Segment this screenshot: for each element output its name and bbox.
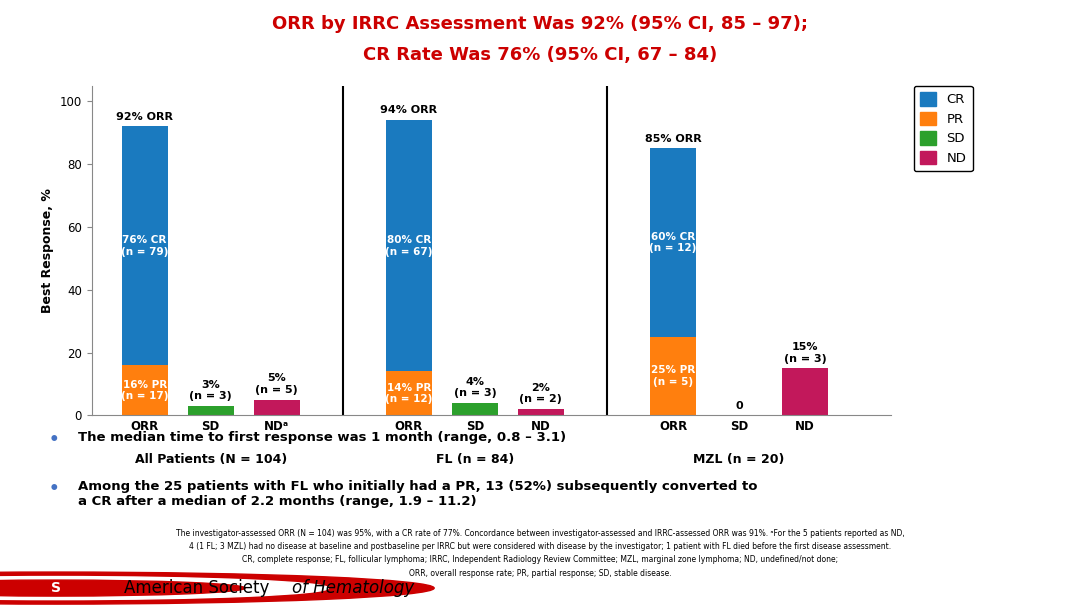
Bar xyxy=(451,403,498,415)
Text: ORR by IRRC Assessment Was 92% (95% CI, 85 – 97);: ORR by IRRC Assessment Was 92% (95% CI, … xyxy=(272,15,808,33)
Text: 5%
(n = 5): 5% (n = 5) xyxy=(255,373,298,395)
Text: 16% PR
(n = 17): 16% PR (n = 17) xyxy=(121,379,168,401)
Text: 4 (1 FL; 3 MZL) had no disease at baseline and postbaseline per IRRC but were co: 4 (1 FL; 3 MZL) had no disease at baseli… xyxy=(189,542,891,551)
Bar xyxy=(386,371,432,415)
Text: 25% PR
(n = 5): 25% PR (n = 5) xyxy=(651,365,696,387)
Text: 3%
(n = 3): 3% (n = 3) xyxy=(189,380,232,401)
Text: 85% ORR: 85% ORR xyxy=(645,134,701,144)
Bar xyxy=(386,120,432,371)
Text: •: • xyxy=(49,431,59,448)
Text: of Hematology: of Hematology xyxy=(292,579,414,597)
Text: CR, complete response; FL, follicular lymphoma; IRRC, Independent Radiology Revi: CR, complete response; FL, follicular ly… xyxy=(242,555,838,565)
Text: The investigator-assessed ORR (N = 104) was 95%, with a CR rate of 77%. Concorda: The investigator-assessed ORR (N = 104) … xyxy=(176,529,904,538)
Circle shape xyxy=(0,577,328,599)
Bar xyxy=(517,409,564,415)
Text: All Patients (N = 104): All Patients (N = 104) xyxy=(135,453,287,466)
Circle shape xyxy=(0,580,245,596)
Text: S: S xyxy=(51,581,62,595)
Text: 94% ORR: 94% ORR xyxy=(380,105,437,115)
Text: •: • xyxy=(49,480,59,497)
Y-axis label: Best Response, %: Best Response, % xyxy=(41,188,54,313)
Text: 92% ORR: 92% ORR xyxy=(117,112,173,122)
Bar xyxy=(188,406,233,415)
Legend: CR, PR, SD, ND: CR, PR, SD, ND xyxy=(914,86,973,172)
Text: 15%
(n = 3): 15% (n = 3) xyxy=(784,342,826,364)
Circle shape xyxy=(0,572,434,604)
Text: 60% CR
(n = 12): 60% CR (n = 12) xyxy=(649,232,697,254)
Bar xyxy=(782,368,828,415)
Text: 80% CR
(n = 67): 80% CR (n = 67) xyxy=(386,235,433,257)
Text: Among the 25 patients with FL who initially had a PR, 13 (52%) subsequently conv: Among the 25 patients with FL who initia… xyxy=(78,480,757,508)
Text: 76% CR
(n = 79): 76% CR (n = 79) xyxy=(121,235,168,257)
Text: 2%
(n = 2): 2% (n = 2) xyxy=(519,383,563,404)
Text: ORR, overall response rate; PR, partial response; SD, stable disease.: ORR, overall response rate; PR, partial … xyxy=(408,569,672,578)
Text: American Society: American Society xyxy=(124,579,274,597)
Text: MZL (n = 20): MZL (n = 20) xyxy=(693,453,785,466)
Text: CR Rate Was 76% (95% CI, 67 – 84): CR Rate Was 76% (95% CI, 67 – 84) xyxy=(363,46,717,64)
Bar xyxy=(254,400,300,415)
Bar xyxy=(650,148,697,337)
Text: 14% PR
(n = 12): 14% PR (n = 12) xyxy=(386,382,432,404)
Text: 0: 0 xyxy=(735,401,743,411)
Bar xyxy=(122,126,167,365)
Text: 4%
(n = 3): 4% (n = 3) xyxy=(454,376,497,398)
Bar xyxy=(122,365,167,415)
Bar xyxy=(650,337,697,415)
Text: FL (n = 84): FL (n = 84) xyxy=(435,453,514,466)
Text: The median time to first response was 1 month (range, 0.8 – 3.1): The median time to first response was 1 … xyxy=(78,431,566,444)
